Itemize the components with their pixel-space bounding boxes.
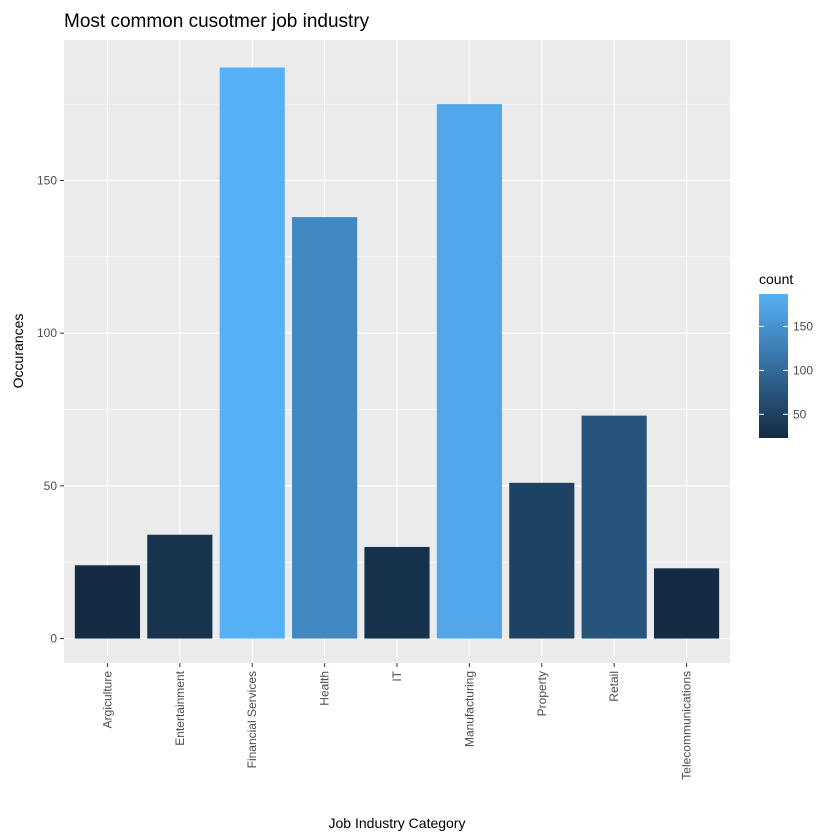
y-tick-label: 150 <box>37 173 57 187</box>
y-axis-title: Occurances <box>10 314 26 389</box>
bar-health <box>292 217 358 639</box>
x-tick-label: Telecommunications <box>680 671 694 780</box>
x-tick-label: Entertainment <box>173 670 187 745</box>
legend: count 50 100 150 <box>759 271 813 438</box>
legend-title: count <box>759 271 793 287</box>
chart-title: Most common cusotmer job industry <box>64 11 370 32</box>
bar-argiculture <box>74 565 141 639</box>
bar-entertainment <box>147 534 213 639</box>
bar-telecommunications <box>653 568 720 639</box>
bar-retail <box>581 415 647 639</box>
bars <box>74 67 720 639</box>
y-axis: 0 50 100 150 <box>37 173 64 646</box>
x-tick-label: Retail <box>607 671 621 702</box>
x-axis: Argiculture Entertainment Financial Servic… <box>100 663 694 780</box>
x-axis-title: Job Industry Category <box>329 815 466 831</box>
y-tick-label: 50 <box>44 479 58 493</box>
bar-financial-services <box>219 67 285 639</box>
legend-tick-label: 50 <box>793 407 807 421</box>
legend-ticks: 50 100 150 <box>759 319 813 421</box>
x-tick-label: Manufacturing <box>462 671 476 747</box>
legend-tick-label: 100 <box>793 363 813 377</box>
x-tick-label: Health <box>318 671 332 706</box>
bar-manufacturing <box>436 104 502 639</box>
y-tick-label: 0 <box>50 632 57 646</box>
legend-colorbar <box>759 294 788 438</box>
y-tick-label: 100 <box>37 326 57 340</box>
x-tick-label: IT <box>390 670 404 681</box>
legend-tick-label: 150 <box>793 319 813 333</box>
x-tick-label: Property <box>535 671 549 716</box>
x-tick-label: Financial Services <box>245 671 259 768</box>
x-tick-label: Argiculture <box>100 671 114 729</box>
bar-it <box>364 546 430 639</box>
bar-property <box>509 482 575 639</box>
